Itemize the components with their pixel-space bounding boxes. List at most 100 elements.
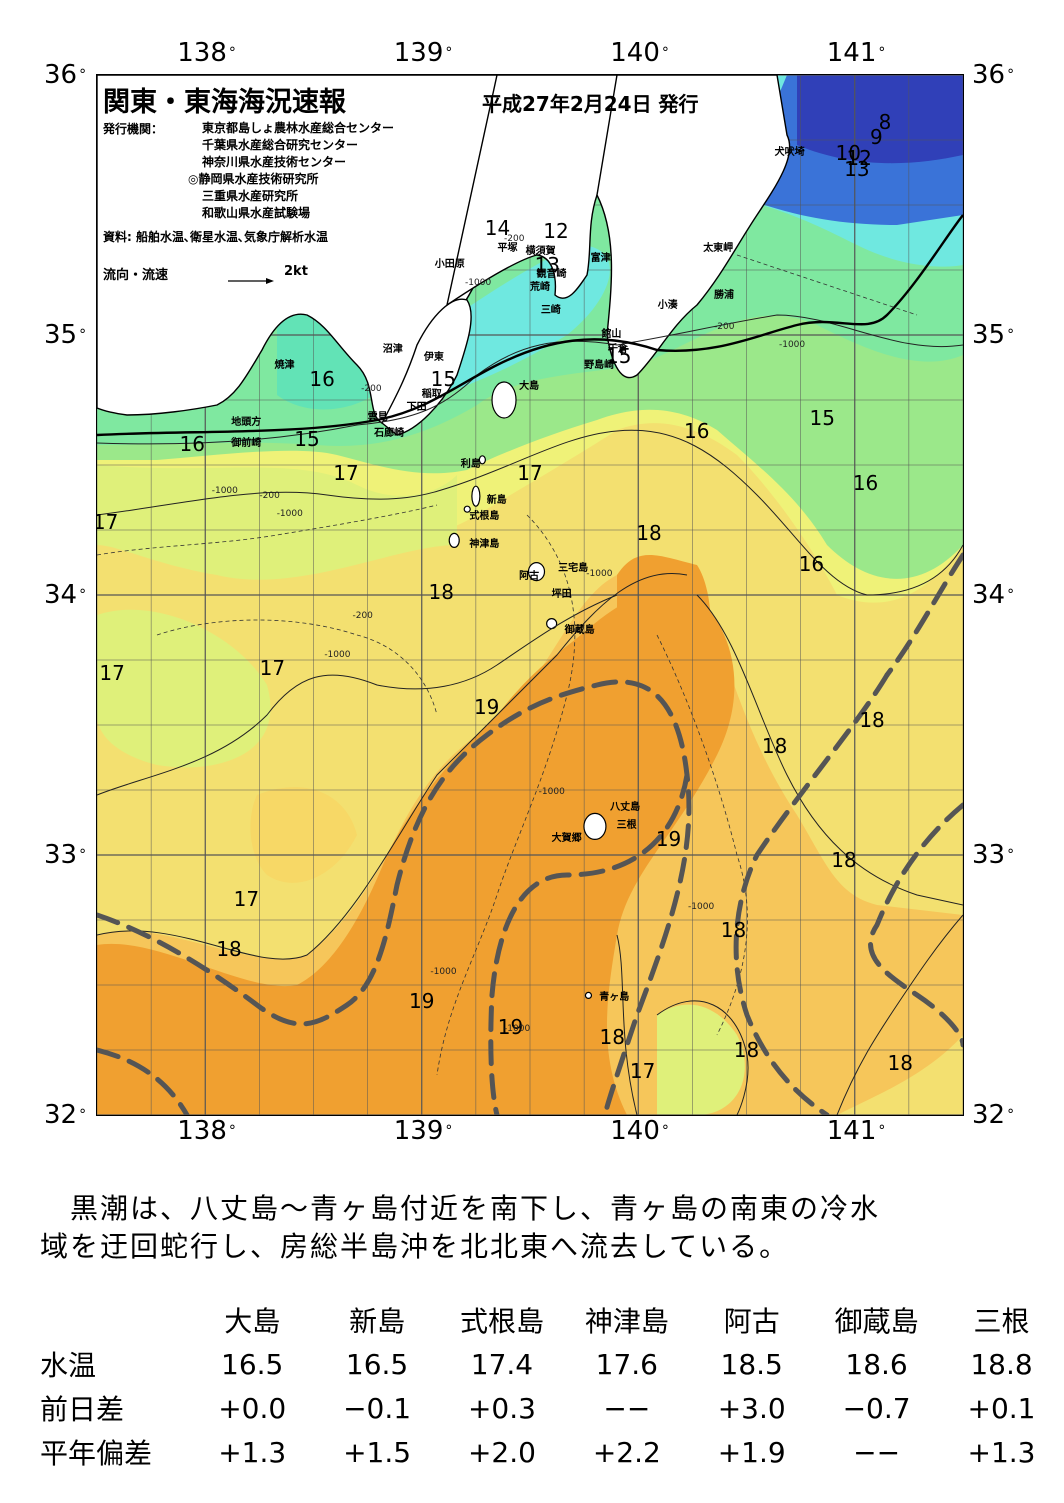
table-cell: +1.5	[343, 1435, 412, 1469]
kuroshio-axis	[97, 1047, 190, 1115]
data-source: 資料: 船舶水温､衛星水温､気象庁解析水温	[103, 230, 328, 244]
land-mass	[445, 75, 618, 307]
depth-label: -1000	[465, 277, 492, 288]
land-mass	[596, 75, 791, 379]
depth-label: -1000	[504, 1024, 531, 1034]
kuroshio-axis	[97, 679, 692, 1115]
isotherm-label: 8	[878, 109, 892, 134]
table-cell: 18.5	[720, 1347, 783, 1381]
isotherm-line	[97, 594, 618, 796]
place-label: 犬吠埼	[774, 146, 805, 158]
isotherm-label: 18	[636, 520, 662, 545]
table-cell: +2.0	[467, 1435, 536, 1469]
axis-label: 35 °	[972, 320, 1015, 350]
column-header: 阿古	[723, 1305, 780, 1338]
isotherm-label: 9	[870, 125, 883, 150]
axis-label: 139 °	[393, 1116, 453, 1146]
place-label: 平塚	[497, 243, 518, 254]
place-label: 野島崎	[584, 360, 615, 371]
isotherm-line	[696, 594, 963, 906]
issuers-label: 発行機関：	[103, 122, 164, 136]
isotherm-label: 10	[835, 141, 861, 165]
isotherm-label: 13	[844, 156, 870, 181]
place-label: 新島	[486, 495, 507, 507]
place-label: 千倉	[607, 344, 628, 356]
table-row: 前日差 +0.0 −0.1 +0.3 −− +3.0 −0.7 +0.1	[40, 1386, 1064, 1430]
isotherm-label: 18	[887, 1051, 913, 1075]
table-cell: −0.7	[842, 1391, 911, 1425]
zone-cool-yellow-west	[97, 465, 457, 580]
row-label: 前日差	[40, 1393, 125, 1426]
isotherm-label: 18	[428, 580, 454, 605]
column-header: 式根島	[459, 1305, 544, 1338]
table-cell: +1.9	[717, 1435, 786, 1469]
issue-date: 平成27年2月24日 発行	[482, 92, 699, 116]
table-row: 平年偏差 +1.3 +1.5 +2.0 +2.2 +1.9 −− +1.3	[40, 1430, 1064, 1474]
zone-cool-yellow-sw	[97, 609, 271, 768]
axis-label: 140 °	[610, 1116, 669, 1146]
isotherm-label: 17	[517, 460, 543, 485]
depth-label: -1000	[211, 485, 238, 496]
isotherm-label: 18	[859, 707, 885, 732]
axis-label: 33 °	[972, 840, 1015, 870]
place-label: 横須賀	[525, 245, 556, 257]
place-label: 坪田	[551, 588, 572, 600]
island-aogashima	[584, 991, 593, 1000]
kuroshio-axis	[488, 772, 690, 1115]
depth-label: -1000	[430, 966, 457, 977]
map-canvas	[97, 75, 963, 1115]
table-cell: 18.8	[970, 1347, 1033, 1381]
column-header: 三根	[973, 1305, 1030, 1338]
isotherm-15-line	[97, 214, 963, 437]
isotherm-label: 17	[629, 1058, 656, 1083]
zone-deep-blue	[797, 75, 963, 164]
isotherm-label: 19	[497, 1014, 524, 1039]
place-label: 御前崎	[231, 438, 262, 449]
axis-label: 139 °	[393, 38, 453, 68]
isotherm-label: 18	[733, 1038, 760, 1062]
row-label: 平年偏差	[40, 1437, 153, 1470]
current-legend-value: 2kt	[284, 264, 308, 279]
place-label: 利島	[460, 458, 481, 470]
summary-line-1: 黒潮は、八丈島～青ヶ島付近を南下し、青ヶ島の南東の冷水	[40, 1192, 881, 1225]
place-label: 小湊	[657, 300, 678, 312]
axis-label: 35 °	[44, 320, 87, 350]
place-label: 大賀郷	[551, 833, 582, 845]
axis-label: 33 °	[44, 840, 87, 870]
isotherm-line	[97, 429, 963, 596]
isotherm-label: 12	[846, 146, 872, 171]
depth-contour	[656, 634, 748, 1036]
place-label: 雲見	[367, 412, 388, 423]
isotherm-line	[656, 1000, 749, 1115]
axis-label: 34 °	[972, 580, 1015, 610]
place-label: 下田	[406, 401, 427, 413]
axis-label: 138 °	[177, 1116, 236, 1146]
place-label: 太東岬	[703, 243, 734, 254]
place-label: 荒崎	[530, 282, 550, 293]
depth-contour	[156, 619, 438, 716]
sea-temperature-map: 8 9 10 12 13 14 12 13 15 16 15 16 15 16 15 17 17 16 17 18 16…	[97, 75, 963, 1115]
place-label: 青ヶ島	[599, 991, 630, 1003]
place-label: 小田原	[434, 258, 465, 270]
depth-label: -200	[361, 384, 382, 395]
table-cell: 18.6	[845, 1347, 908, 1381]
island-hachijojima	[583, 812, 607, 841]
place-label: 御蔵島	[564, 625, 595, 637]
column-header: 大島	[224, 1305, 281, 1338]
table-cell: −−	[603, 1391, 651, 1425]
table-cell: 17.6	[595, 1347, 658, 1381]
axis-label: 140 °	[610, 38, 669, 68]
depth-label: -1000	[778, 340, 806, 351]
table-cell: 17.4	[470, 1347, 534, 1381]
axis-label: 36 °	[44, 60, 87, 90]
table-cell: +0.0	[218, 1391, 287, 1425]
depth-label: -1000	[586, 569, 613, 579]
zone-warm-core	[97, 591, 735, 1115]
summary-line-2: 域を迂回蛇行し、房総半島沖を北北東へ流去している。	[40, 1230, 790, 1263]
table-cell: +0.3	[467, 1391, 536, 1425]
island-shikinejima	[463, 505, 471, 513]
zone-warm-patch	[250, 787, 357, 883]
axis-label: 32 °	[972, 1100, 1015, 1130]
isotherm-label: 12	[543, 219, 569, 243]
depth-label: -200	[259, 491, 280, 501]
